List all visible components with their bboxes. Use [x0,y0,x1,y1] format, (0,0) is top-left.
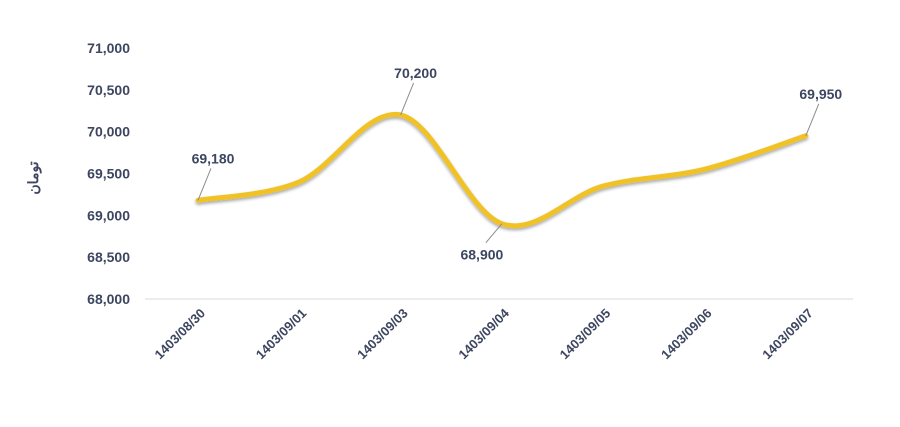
data-label: 70,200 [394,65,437,81]
y-axis-label-group: تومان [25,161,42,194]
x-tick-label: 1403/09/01 [253,306,310,363]
y-tick-label: 68,500 [87,249,130,265]
y-tick-label: 70,500 [87,82,130,98]
y-tick-label: 71,000 [87,40,130,56]
x-tick-label: 1403/09/04 [455,305,512,362]
data-label: 68,900 [460,247,503,263]
x-tick-label: 1403/09/06 [658,306,715,363]
data-label: 69,950 [799,86,842,102]
y-tick-label: 69,500 [87,166,130,182]
data-label-leader [197,168,212,201]
y-tick-label: 68,000 [87,291,130,307]
y-tick-label: 69,000 [87,207,130,223]
data-label-leaders [197,82,820,244]
data-label-leader [400,82,415,116]
x-tick-label: 1403/09/05 [557,306,614,363]
data-label: 69,180 [192,150,235,166]
series-line [195,111,809,229]
x-tick-label: 1403/09/07 [759,306,816,363]
data-labels: 69,180 70,200 68,900 69,950 [192,65,843,263]
data-label-leader [805,103,820,137]
x-tick-label: 1403/09/03 [354,306,411,363]
y-axis-label: تومان [25,161,42,194]
y-axis-ticks: 68,000 68,500 69,000 69,500 70,000 70,500 71,0… [87,40,130,307]
x-axis-ticks: 1403/08/30 1403/09/01 1403/09/03 1403/09/04… [151,305,815,362]
x-tick-label: 1403/08/30 [151,306,208,363]
data-label-leader [485,223,503,244]
y-tick-label: 70,000 [87,124,130,140]
